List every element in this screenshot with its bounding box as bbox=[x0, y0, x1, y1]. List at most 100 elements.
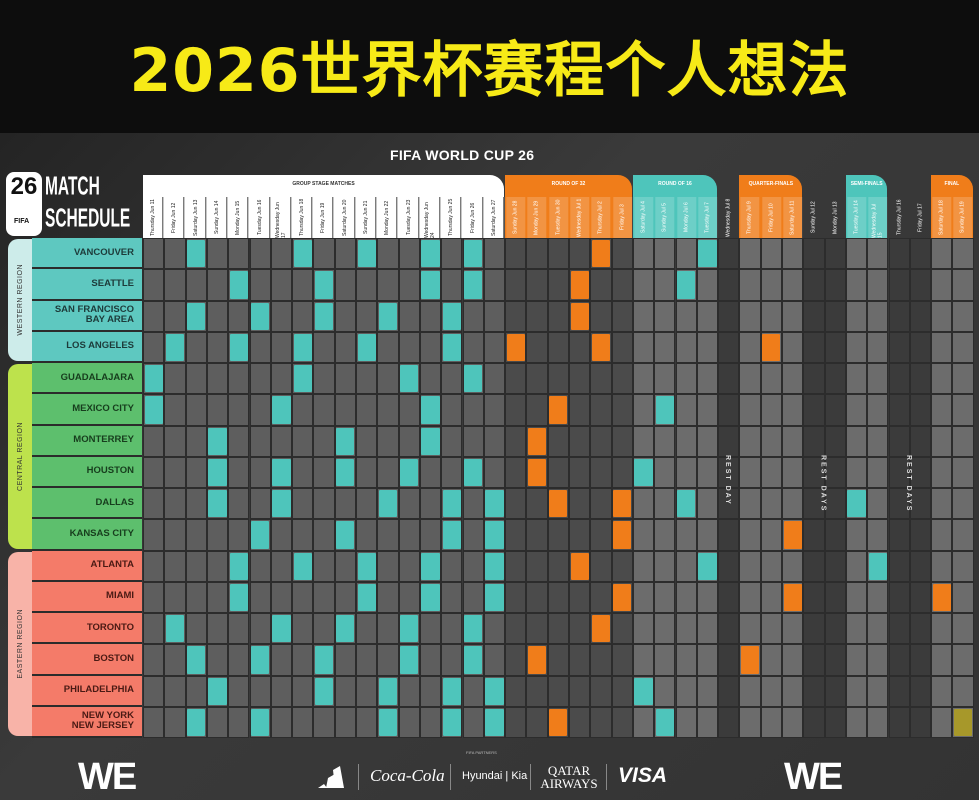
match-cell[interactable] bbox=[847, 490, 866, 518]
match-cell[interactable] bbox=[208, 490, 227, 518]
match-cell[interactable] bbox=[314, 646, 334, 674]
match-cell[interactable] bbox=[527, 427, 547, 455]
match-cell[interactable] bbox=[442, 490, 461, 518]
match-cell[interactable] bbox=[421, 427, 440, 455]
match-cell[interactable] bbox=[400, 646, 419, 674]
match-cell[interactable] bbox=[783, 583, 802, 611]
match-cell[interactable] bbox=[314, 271, 334, 299]
match-cell[interactable] bbox=[698, 552, 717, 580]
match-cell[interactable] bbox=[187, 302, 206, 330]
match-cell[interactable] bbox=[953, 708, 973, 736]
match-cell[interactable] bbox=[251, 708, 270, 736]
match-cell[interactable] bbox=[485, 583, 504, 611]
match-cell[interactable] bbox=[165, 615, 185, 643]
match-cell[interactable] bbox=[421, 583, 440, 611]
match-cell[interactable] bbox=[208, 677, 227, 705]
match-cell[interactable] bbox=[442, 677, 461, 705]
match-cell[interactable] bbox=[677, 271, 696, 299]
match-cell[interactable] bbox=[187, 240, 206, 268]
match-cell[interactable] bbox=[868, 552, 887, 580]
match-cell[interactable] bbox=[634, 458, 653, 486]
match-cell[interactable] bbox=[144, 365, 163, 393]
match-cell[interactable] bbox=[336, 615, 355, 643]
match-cell[interactable] bbox=[464, 271, 483, 299]
match-cell[interactable] bbox=[421, 271, 440, 299]
match-cell[interactable] bbox=[485, 552, 504, 580]
match-cell[interactable] bbox=[932, 583, 951, 611]
match-cell[interactable] bbox=[357, 552, 376, 580]
match-cell[interactable] bbox=[421, 240, 440, 268]
match-cell[interactable] bbox=[570, 302, 589, 330]
match-cell[interactable] bbox=[314, 677, 334, 705]
match-cell[interactable] bbox=[336, 458, 355, 486]
match-cell[interactable] bbox=[336, 521, 355, 549]
match-cell[interactable] bbox=[677, 490, 696, 518]
match-cell[interactable] bbox=[293, 552, 312, 580]
match-cell[interactable] bbox=[208, 427, 227, 455]
match-cell[interactable] bbox=[442, 521, 461, 549]
match-cell[interactable] bbox=[208, 458, 227, 486]
match-cell[interactable] bbox=[251, 302, 270, 330]
match-cell[interactable] bbox=[293, 333, 312, 361]
match-cell[interactable] bbox=[591, 240, 611, 268]
match-cell[interactable] bbox=[400, 365, 419, 393]
match-cell[interactable] bbox=[613, 490, 632, 518]
match-cell[interactable] bbox=[464, 365, 483, 393]
match-cell[interactable] bbox=[485, 708, 504, 736]
match-cell[interactable] bbox=[400, 458, 419, 486]
match-cell[interactable] bbox=[378, 490, 398, 518]
match-cell[interactable] bbox=[549, 708, 568, 736]
match-cell[interactable] bbox=[314, 302, 334, 330]
match-cell[interactable] bbox=[740, 646, 760, 674]
match-cell[interactable] bbox=[144, 396, 163, 424]
match-cell[interactable] bbox=[698, 240, 717, 268]
match-cell[interactable] bbox=[272, 458, 291, 486]
match-cell[interactable] bbox=[251, 646, 270, 674]
match-cell[interactable] bbox=[570, 271, 589, 299]
match-cell[interactable] bbox=[229, 271, 248, 299]
match-cell[interactable] bbox=[655, 708, 674, 736]
match-cell[interactable] bbox=[506, 333, 525, 361]
match-cell[interactable] bbox=[442, 302, 461, 330]
match-cell[interactable] bbox=[442, 708, 461, 736]
match-cell[interactable] bbox=[762, 333, 781, 361]
match-cell[interactable] bbox=[783, 521, 802, 549]
match-cell[interactable] bbox=[293, 365, 312, 393]
match-cell[interactable] bbox=[464, 615, 483, 643]
match-cell[interactable] bbox=[591, 333, 611, 361]
match-cell[interactable] bbox=[293, 240, 312, 268]
match-cell[interactable] bbox=[336, 427, 355, 455]
match-cell[interactable] bbox=[549, 490, 568, 518]
match-cell[interactable] bbox=[527, 458, 547, 486]
match-cell[interactable] bbox=[187, 646, 206, 674]
match-cell[interactable] bbox=[378, 302, 398, 330]
match-cell[interactable] bbox=[464, 458, 483, 486]
match-cell[interactable] bbox=[400, 615, 419, 643]
match-cell[interactable] bbox=[613, 583, 632, 611]
match-cell[interactable] bbox=[613, 521, 632, 549]
match-cell[interactable] bbox=[570, 552, 589, 580]
match-cell[interactable] bbox=[485, 521, 504, 549]
match-cell[interactable] bbox=[527, 646, 547, 674]
match-cell[interactable] bbox=[229, 333, 248, 361]
match-cell[interactable] bbox=[187, 708, 206, 736]
match-cell[interactable] bbox=[634, 677, 653, 705]
match-cell[interactable] bbox=[229, 583, 248, 611]
match-cell[interactable] bbox=[464, 240, 483, 268]
match-cell[interactable] bbox=[421, 396, 440, 424]
match-cell[interactable] bbox=[272, 396, 291, 424]
match-cell[interactable] bbox=[251, 521, 270, 549]
match-cell[interactable] bbox=[229, 552, 248, 580]
match-cell[interactable] bbox=[272, 615, 291, 643]
match-cell[interactable] bbox=[357, 583, 376, 611]
match-cell[interactable] bbox=[655, 396, 674, 424]
match-cell[interactable] bbox=[442, 333, 461, 361]
match-cell[interactable] bbox=[165, 333, 185, 361]
match-cell[interactable] bbox=[272, 490, 291, 518]
match-cell[interactable] bbox=[357, 333, 376, 361]
match-cell[interactable] bbox=[485, 490, 504, 518]
match-cell[interactable] bbox=[549, 396, 568, 424]
match-cell[interactable] bbox=[485, 677, 504, 705]
match-cell[interactable] bbox=[378, 677, 398, 705]
match-cell[interactable] bbox=[378, 708, 398, 736]
